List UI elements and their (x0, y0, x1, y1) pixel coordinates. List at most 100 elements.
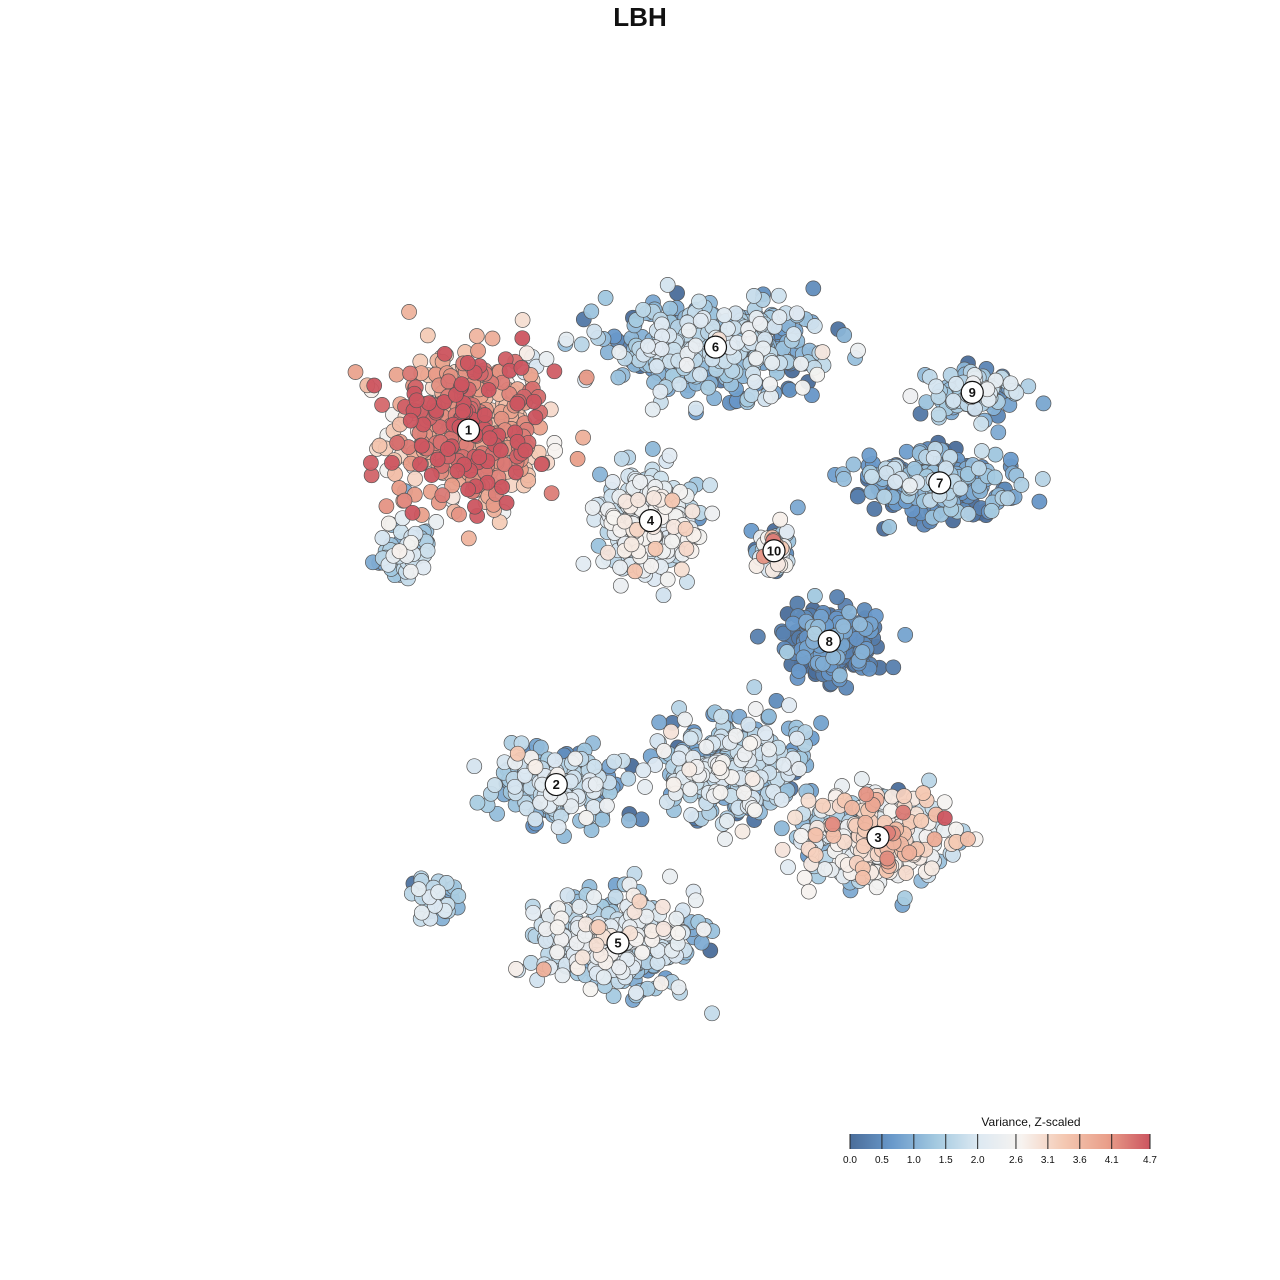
data-point (374, 397, 390, 413)
data-point (831, 667, 848, 684)
legend-tick-label: 3.6 (1073, 1155, 1087, 1166)
data-point (691, 293, 707, 310)
data-point (678, 540, 695, 557)
legend-tick-label: 4.7 (1143, 1155, 1157, 1166)
data-point (652, 383, 669, 400)
data-point (578, 810, 595, 826)
data-point (960, 831, 976, 847)
data-point (791, 761, 807, 777)
data-point (789, 730, 805, 747)
data-point (807, 827, 824, 843)
data-point (659, 277, 676, 293)
data-point (543, 485, 560, 502)
data-point (673, 561, 690, 578)
data-point (419, 542, 436, 559)
data-point (790, 663, 807, 679)
data-point (507, 464, 524, 481)
data-point (575, 429, 591, 446)
cluster-label-text: 10 (767, 543, 781, 558)
data-point (682, 730, 699, 747)
data-point (611, 344, 628, 360)
data-point (990, 424, 1007, 441)
data-point (973, 415, 990, 432)
data-point (571, 898, 588, 915)
data-point (486, 777, 503, 793)
data-point (746, 288, 762, 304)
legend-tick-label: 3.1 (1041, 1155, 1055, 1166)
data-point (677, 520, 694, 537)
data-point (408, 392, 425, 409)
data-point (793, 828, 810, 844)
data-point (670, 925, 686, 941)
data-point (647, 540, 664, 557)
data-point (861, 447, 878, 464)
data-point (800, 883, 817, 900)
data-point (960, 506, 977, 522)
data-point (640, 337, 656, 354)
data-point (558, 331, 575, 348)
data-point (757, 725, 773, 742)
data-point (887, 474, 903, 490)
data-point (824, 816, 841, 833)
data-point (829, 589, 845, 605)
data-point (414, 437, 430, 454)
data-point (1013, 477, 1030, 493)
data-point (389, 435, 405, 451)
cluster-label-text: 5 (614, 935, 621, 950)
data-point (743, 387, 760, 403)
data-point (795, 649, 812, 666)
data-point (506, 778, 523, 795)
data-point (607, 889, 624, 905)
cluster-label-text: 6 (712, 340, 719, 355)
data-point (634, 944, 651, 961)
data-point (653, 975, 669, 992)
data-point (508, 961, 524, 977)
data-point (518, 800, 535, 817)
data-point (661, 447, 678, 464)
data-point (402, 563, 419, 580)
data-point (796, 869, 813, 886)
data-point (575, 555, 592, 572)
data-point (928, 378, 944, 395)
data-point (347, 364, 364, 380)
data-point (644, 401, 661, 418)
data-point (527, 759, 544, 775)
cluster-label-text: 7 (936, 475, 943, 490)
data-point (692, 312, 709, 329)
data-point (471, 449, 488, 465)
data-point (700, 379, 717, 396)
data-point (484, 330, 501, 347)
legend-tick-label: 2.6 (1009, 1155, 1023, 1166)
data-point (664, 492, 681, 509)
data-point (987, 446, 1004, 463)
data-point (704, 505, 721, 522)
data-point (987, 469, 1003, 486)
data-point (936, 794, 953, 811)
data-point (569, 451, 586, 467)
data-point (526, 393, 542, 410)
data-point (600, 544, 616, 561)
data-point (863, 468, 880, 485)
data-point (761, 741, 777, 758)
data-point (430, 884, 447, 901)
data-point (509, 745, 526, 762)
data-point (774, 841, 791, 858)
data-point (597, 290, 614, 306)
data-point (749, 628, 766, 645)
data-point (559, 887, 576, 904)
cluster-label-text: 1 (465, 423, 472, 438)
data-point (771, 309, 788, 325)
data-point (680, 322, 697, 339)
data-point (684, 503, 701, 520)
data-point (514, 312, 531, 328)
data-point (469, 794, 486, 811)
data-point (610, 369, 627, 386)
data-point (1002, 451, 1019, 468)
data-point (948, 376, 964, 392)
data-point (498, 495, 515, 511)
data-point (466, 758, 483, 775)
data-point (1002, 375, 1019, 392)
data-point (734, 823, 751, 840)
data-point (637, 779, 653, 795)
data-point (881, 519, 898, 535)
